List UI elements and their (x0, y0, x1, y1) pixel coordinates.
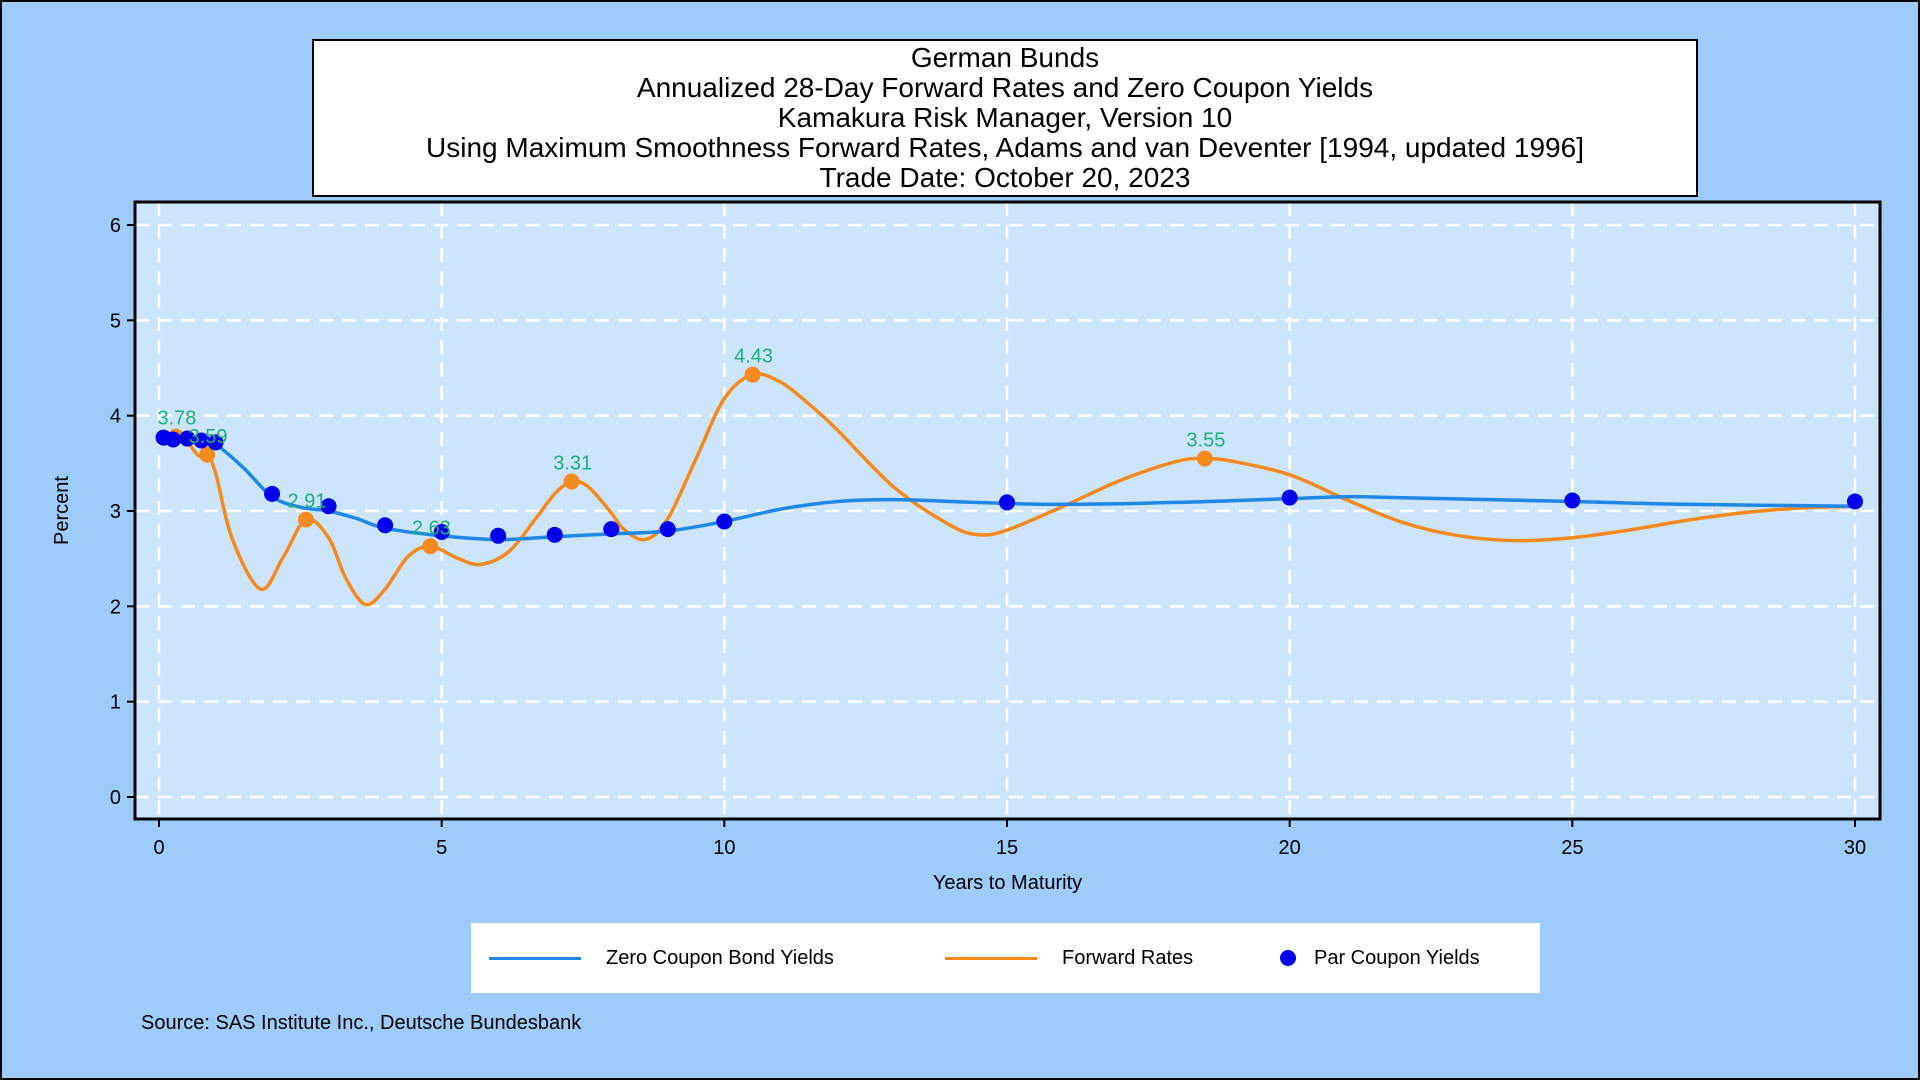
par-coupon-yield-point (264, 485, 281, 502)
par-coupon-yield-point (193, 432, 210, 449)
par-coupon-yield-point (320, 498, 337, 515)
legend-swatch-par-coupon (1280, 950, 1296, 966)
x-tick-label: 30 (1844, 837, 1866, 859)
legend-swatch-zero-coupon (489, 956, 581, 960)
forward-rate-data-label: 3.31 (553, 452, 592, 474)
x-tick-label: 20 (1279, 837, 1301, 859)
y-tick-label: 2 (110, 596, 121, 618)
data-label-layer: 3.783.59 2.91 2.63 3.31 4.43 3.55 (157, 346, 1225, 540)
y-tick-label: 5 (110, 310, 121, 332)
par-coupon-yield-point (207, 434, 224, 451)
source-note: Source: SAS Institute Inc., Deutsche Bun… (141, 1012, 582, 1034)
legend-item-zero-coupon: Zero Coupon Bond Yields (489, 923, 834, 993)
x-tick-label: 15 (996, 837, 1018, 859)
legend-swatch-forward-rates (945, 956, 1037, 960)
par-coupon-yield-point (1564, 492, 1581, 509)
series-line-zero-coupon-bond-yields (158, 435, 1856, 542)
par-coupon-yield-point (165, 431, 182, 448)
forward-rate-data-label: 2.91 (288, 491, 327, 513)
plot-border (133, 200, 1882, 821)
legend-label-zero-coupon: Zero Coupon Bond Yields (606, 946, 834, 969)
x-axis-title: Years to Maturity (933, 872, 1082, 894)
forward-rate-knot-point (422, 538, 439, 555)
x-tick-label: 5 (436, 837, 447, 859)
forward-rate-knot-point (297, 511, 314, 528)
chart-title-line-3: Kamakura Risk Manager, Version 10 (777, 102, 1233, 133)
forward-rate-data-label: 3.78 (157, 408, 196, 430)
legend-label-par-coupon: Par Coupon Yields (1314, 946, 1480, 969)
forward-rate-data-label: 4.43 (734, 346, 773, 368)
par-coupon-yield-point (716, 513, 733, 530)
legend-label-forward-rates: Forward Rates (1062, 946, 1194, 969)
par-coupon-yield-point (433, 523, 450, 540)
chart-title-line-2: Annualized 28-Day Forward Rates and Zero… (636, 72, 1374, 103)
marker-layer (155, 366, 1863, 555)
forward-rate-knot-point (744, 366, 761, 383)
forward-rate-data-label: 3.55 (1186, 430, 1225, 452)
x-tick-label: 25 (1561, 837, 1583, 859)
chart-title-line-4: Using Maximum Smoothness Forward Rates, … (426, 132, 1584, 163)
x-tick-label: 10 (713, 837, 735, 859)
par-coupon-yield-point (490, 527, 507, 544)
forward-rate-knot-point (199, 446, 216, 463)
forward-rate-data-label: 3.59 (189, 426, 228, 448)
grid-lines (135, 202, 1880, 819)
par-coupon-yield-point (377, 517, 394, 534)
y-tick-label: 0 (110, 787, 121, 809)
y-tick-label: 1 (110, 692, 121, 714)
forward-rate-knot-point (563, 473, 580, 490)
y-tick-label: 6 (110, 215, 121, 237)
y-tick-label: 3 (110, 501, 121, 523)
par-coupon-yield-point (546, 526, 563, 543)
par-coupon-yield-point (603, 521, 620, 538)
par-coupon-yield-point (1847, 493, 1863, 510)
x-tick-label: 0 (153, 837, 164, 859)
series-layer (158, 372, 1856, 607)
chart-title-line-5: Trade Date: October 20, 2023 (819, 162, 1191, 193)
legend-item-forward-rates: Forward Rates (945, 923, 1193, 993)
forward-rate-knot-point (1196, 450, 1213, 467)
par-coupon-yield-point (1281, 489, 1298, 506)
legend-item-par-coupon: Par Coupon Yields (1280, 923, 1480, 993)
forward-rate-data-label: 2.63 (412, 517, 451, 539)
legend: Zero Coupon Bond Yields Forward Rates Pa… (471, 923, 1540, 993)
series-line-forward-rates (158, 372, 1856, 607)
y-axis-title: Percent (51, 476, 73, 545)
chart-title-box: German Bunds Annualized 28-Day Forward R… (312, 39, 1698, 197)
par-coupon-yield-point (999, 494, 1015, 511)
par-coupon-yield-point (179, 430, 196, 447)
chart-title-line-1: German Bunds (910, 42, 1100, 73)
y-tick-label: 4 (110, 406, 121, 428)
par-coupon-yield-point (659, 521, 676, 538)
